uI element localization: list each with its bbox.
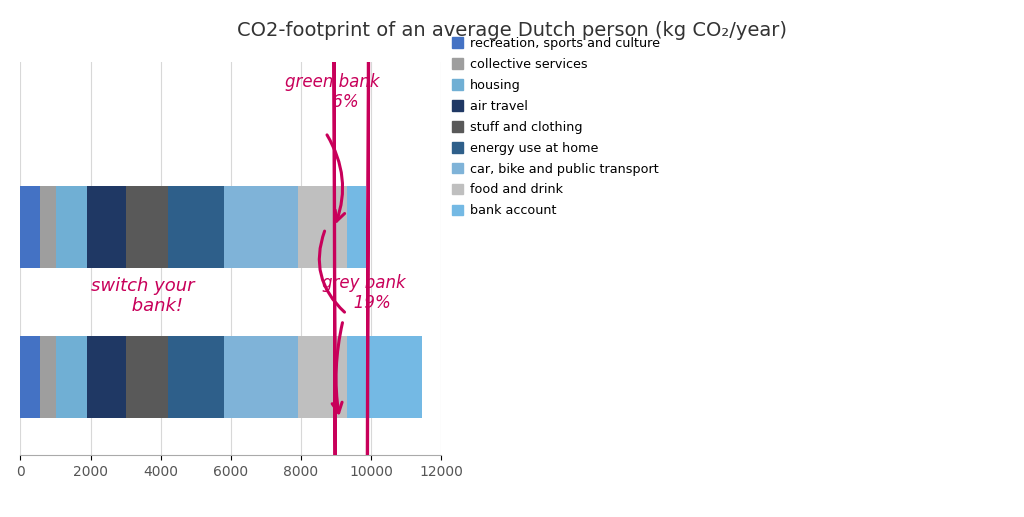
Bar <box>40 186 55 268</box>
Bar <box>126 336 168 418</box>
Bar <box>126 186 168 268</box>
Bar <box>87 186 126 268</box>
Bar <box>20 186 40 268</box>
Bar <box>55 186 87 268</box>
Bar <box>298 336 346 418</box>
Text: switch your
     bank!: switch your bank! <box>91 277 195 315</box>
Text: grey bank
   19%: grey bank 19% <box>323 273 406 312</box>
Bar <box>40 336 55 418</box>
Text: green bank
     6%: green bank 6% <box>286 72 380 112</box>
Bar <box>298 186 346 268</box>
Bar <box>346 336 422 418</box>
Bar <box>224 186 298 268</box>
Bar <box>168 336 224 418</box>
Bar <box>346 186 366 268</box>
Bar <box>224 336 298 418</box>
Bar <box>168 186 224 268</box>
Text: CO2-footprint of an average Dutch person (kg CO₂/year): CO2-footprint of an average Dutch person… <box>237 21 787 40</box>
Bar <box>55 336 87 418</box>
Bar <box>87 336 126 418</box>
Bar <box>20 336 40 418</box>
Legend: recreation, sports and culture, collective services, housing, air travel, stuff : recreation, sports and culture, collecti… <box>452 37 659 217</box>
